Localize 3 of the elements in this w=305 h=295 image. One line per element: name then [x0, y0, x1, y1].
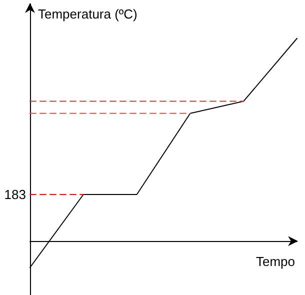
text: 183	[4, 187, 26, 202]
x-axis-title: Tempo	[256, 254, 295, 270]
y-axis-title: Temperatura (ºC)	[38, 6, 138, 22]
